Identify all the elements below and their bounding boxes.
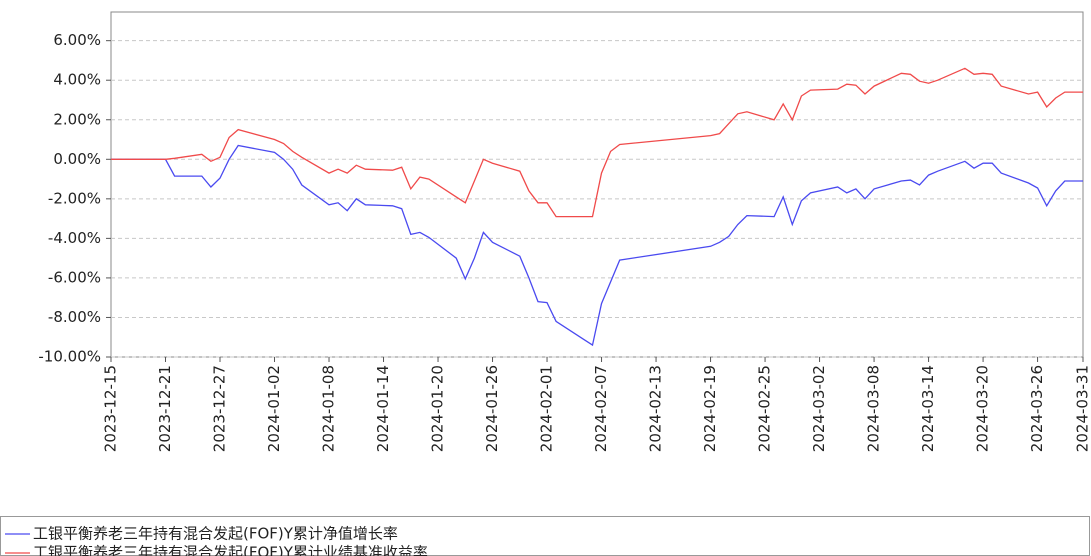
x-tick-label: 2024-03-26 <box>1028 365 1046 452</box>
y-tick-label: -10.00% <box>38 348 101 366</box>
x-tick-label: 2024-03-02 <box>810 365 828 452</box>
x-tick-label: 2024-03-20 <box>974 365 992 452</box>
x-tick-label: 2024-02-01 <box>538 365 556 452</box>
x-tick-label: 2023-12-15 <box>102 365 120 452</box>
y-tick-label: 6.00% <box>53 31 101 49</box>
y-tick-label: 4.00% <box>53 71 101 89</box>
x-tick-label: 2024-01-20 <box>429 365 447 452</box>
x-tick-label: 2024-02-19 <box>701 365 719 452</box>
y-tick-label: -4.00% <box>48 229 101 247</box>
x-tick-label: 2024-02-25 <box>756 365 774 452</box>
legend-label: 工银平衡养老三年持有混合发起(FOF)Y累计净值增长率 <box>33 525 398 543</box>
x-tick-label: 2024-01-02 <box>265 365 283 452</box>
x-tick-label: 2024-01-26 <box>483 365 501 452</box>
x-tick-label: 2024-03-08 <box>865 365 883 452</box>
x-tick-label: 2024-01-08 <box>320 365 338 452</box>
x-tick-label: 2024-02-07 <box>592 365 610 452</box>
x-tick-label: 2023-12-21 <box>156 365 174 452</box>
x-tick-label: 2024-03-14 <box>919 365 937 452</box>
y-tick-label: -6.00% <box>48 268 101 286</box>
series-line <box>111 67 1083 218</box>
x-tick-label: 2024-01-14 <box>374 365 392 452</box>
y-tick-label: -8.00% <box>48 308 101 326</box>
y-tick-label: 0.00% <box>53 150 101 168</box>
y-tick-label: -2.00% <box>48 189 101 207</box>
x-tick-label: 2024-03-31 <box>1074 365 1091 452</box>
series-line <box>111 144 1083 347</box>
y-tick-label: 2.00% <box>53 110 101 128</box>
plot-area <box>110 11 1084 358</box>
x-tick-label: 2024-02-13 <box>647 365 665 452</box>
legend-label: 工银平衡养老三年持有混合发起(FOF)Y累计业绩基准收益率 <box>33 544 428 556</box>
x-tick-label: 2023-12-27 <box>211 365 229 452</box>
